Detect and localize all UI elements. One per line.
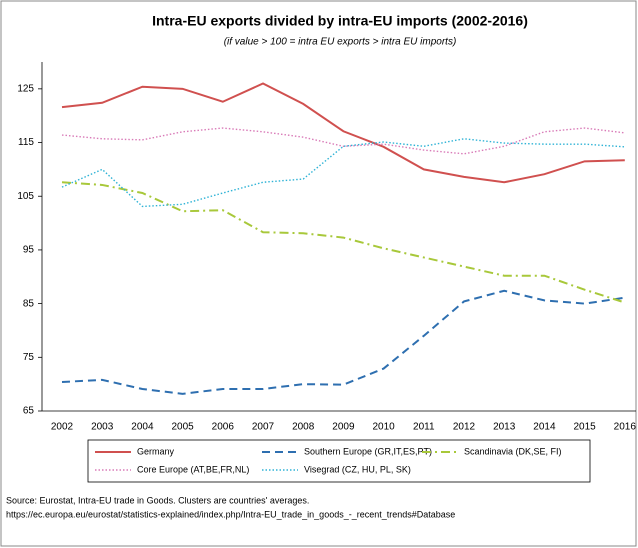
legend-label: Scandinavia (DK,SE, FI): [464, 446, 562, 456]
x-tick-label: 2013: [493, 422, 516, 433]
x-tick-label: 2005: [171, 422, 194, 433]
x-tick-label: 2008: [292, 422, 315, 433]
x-tick-label: 2007: [252, 422, 275, 433]
y-tick-label: 65: [23, 406, 35, 417]
series-line: [61, 289, 625, 395]
y-tick-label: 125: [17, 83, 34, 94]
x-tick-label: 2009: [332, 422, 355, 433]
x-tick-label: 2003: [91, 422, 114, 433]
series-line: [61, 127, 625, 155]
y-tick-label: 95: [23, 245, 35, 256]
x-tick-label: 2016: [614, 422, 637, 433]
x-tick-label: 2015: [573, 422, 596, 433]
x-tick-label: 2004: [131, 422, 154, 433]
chart-title: Intra-EU exports divided by intra-EU imp…: [152, 13, 528, 29]
x-tick-label: 2006: [212, 422, 235, 433]
x-tick-label: 2012: [453, 422, 476, 433]
x-tick-label: 2010: [372, 422, 395, 433]
x-tick-label: 2011: [413, 422, 435, 433]
chart-subtitle: (if value > 100 = intra EU exports > int…: [224, 37, 457, 48]
y-tick-label: 75: [23, 352, 35, 363]
source-url: https://ec.europa.eu/eurostat/statistics…: [6, 509, 455, 519]
legend-label: Core Europe (AT,BE,FR,NL): [137, 464, 249, 474]
source-note: Source: Eurostat, Intra-EU trade in Good…: [6, 495, 309, 505]
series-line: [61, 138, 625, 208]
y-tick-label: 115: [18, 137, 34, 148]
series-line: [61, 82, 625, 184]
legend-label: Visegrad (CZ, HU, PL, SK): [304, 464, 411, 474]
x-tick-label: 2014: [533, 422, 556, 433]
x-tick-label: 2002: [51, 422, 74, 433]
series-line: [61, 181, 626, 304]
legend-label: Germany: [137, 446, 175, 456]
y-tick-label: 85: [23, 298, 35, 309]
legend-box: [87, 439, 591, 483]
legend-label: Southern Europe (GR,IT,ES,PT): [304, 446, 432, 456]
y-tick-label: 105: [17, 191, 34, 202]
